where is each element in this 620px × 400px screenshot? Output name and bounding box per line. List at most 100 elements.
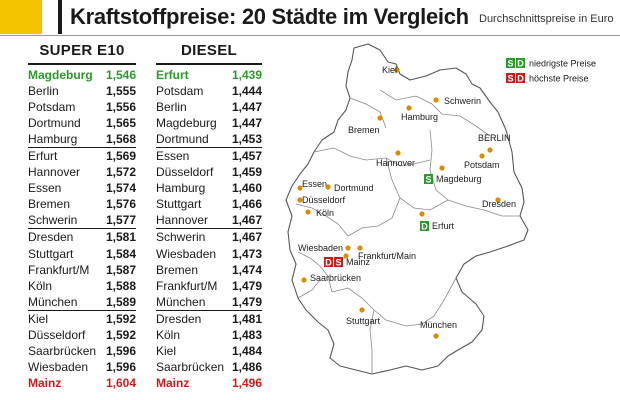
city-marker-berlin	[487, 147, 493, 153]
table-row: Magdeburg 1,447	[156, 115, 262, 131]
map-markers: Kiel Hamburg Schwerin Bremen BERLIN Potsdam Ha…	[297, 65, 516, 339]
table-row: Hannover 1,467	[156, 212, 262, 230]
legend: S D niedrigste Preise S D höchste Preise	[506, 58, 596, 84]
table-row: Köln 1,588	[28, 278, 136, 294]
row-city: Stuttgart	[28, 246, 74, 261]
row-city: Magdeburg	[28, 68, 93, 82]
diesel-table: DIESEL Erfurt 1,439 Potsdam 1,444 Berlin 1,44…	[156, 42, 262, 391]
table-row: Dresden 1,481	[156, 311, 262, 327]
city-marker-magdeburg	[439, 165, 445, 171]
city-marker-saarbruecken	[301, 277, 307, 283]
city-label-frankfurt: Frankfurt/Main	[358, 251, 416, 261]
row-price: 1,444	[231, 84, 262, 99]
row-price: 1,483	[231, 327, 262, 342]
row-city: Dresden	[28, 230, 74, 245]
city-badge-text-erfurt: D	[421, 222, 428, 232]
city-label-dresden: Dresden	[482, 199, 516, 209]
row-price: 1,556	[105, 100, 136, 115]
table-row: Saarbrücken 1,596	[28, 343, 136, 359]
row-city: Essen	[28, 181, 62, 196]
table-row: Stuttgart 1,584	[28, 246, 136, 262]
row-price: 1,447	[231, 100, 262, 115]
row-price: 1,479	[231, 278, 262, 293]
row-city: Kiel	[156, 343, 177, 358]
table-row: Magdeburg 1,546	[28, 67, 136, 83]
row-city: Erfurt	[28, 149, 58, 164]
row-price: 1,460	[231, 181, 262, 196]
row-city: Wiesbaden	[28, 359, 89, 374]
row-city: Bremen	[156, 262, 199, 277]
legend-best-badge-d	[516, 58, 525, 68]
city-marker-kiel	[394, 67, 400, 73]
state-borders	[295, 89, 520, 374]
row-city: Frankfurt/M	[28, 262, 90, 277]
city-badge-erfurt	[420, 221, 429, 231]
row-city: Saarbrücken	[156, 359, 225, 374]
row-price: 1,569	[105, 149, 136, 164]
row-price: 1,496	[231, 375, 262, 390]
header-divider	[0, 35, 620, 36]
row-city: Mainz	[156, 375, 190, 390]
row-price: 1,467	[231, 230, 262, 245]
row-city: Hamburg	[28, 132, 78, 147]
row-city: Stuttgart	[156, 197, 202, 212]
row-city: Düsseldorf	[28, 327, 86, 342]
row-price: 1,481	[231, 311, 262, 326]
super-e10-rows: Magdeburg 1,546 Berlin 1,555 Potsdam 1,556 Dor…	[28, 65, 136, 391]
city-marker-wiesbaden	[345, 245, 351, 251]
row-city: München	[28, 294, 78, 309]
row-price: 1,439	[231, 68, 262, 82]
city-label-wiesbaden: Wiesbaden	[298, 243, 343, 253]
row-city: Schwerin	[156, 230, 206, 245]
city-badge-magdeburg	[424, 174, 433, 184]
row-city: Hannover	[28, 165, 81, 180]
diesel-rows: Erfurt 1,439 Potsdam 1,444 Berlin 1,447 Magdeb…	[156, 65, 262, 391]
city-marker-schwerin	[433, 97, 439, 103]
city-label-muenchen: München	[420, 320, 457, 330]
row-price: 1,568	[105, 132, 136, 147]
table-row: Stuttgart 1,466	[156, 196, 262, 212]
row-price: 1,576	[105, 197, 136, 212]
city-badge-mainz-badge_s	[324, 257, 333, 267]
row-price: 1,486	[231, 359, 262, 374]
city-marker-dortmund	[325, 184, 331, 190]
city-label-magdeburg: Magdeburg	[436, 174, 482, 184]
page-subtitle: Durchschnittspreise in Euro	[479, 13, 614, 25]
row-city: München	[156, 294, 206, 309]
title-rule	[58, 0, 62, 34]
table-row: Dresden 1,581	[28, 229, 136, 245]
row-city: Hannover	[156, 213, 209, 228]
row-city: Köln	[156, 327, 181, 342]
row-city: Köln	[28, 278, 53, 293]
row-price: 1,447	[231, 116, 262, 131]
city-label-mainz: Mainz	[346, 257, 371, 267]
table-row: Wiesbaden 1,473	[156, 246, 262, 262]
city-label-duesseldorf: Düsseldorf	[302, 195, 346, 205]
row-city: Mainz	[28, 375, 62, 390]
page-title: Kraftstoffpreise: 20 Städte im Vergleich	[70, 4, 469, 29]
city-label-essen: Essen	[302, 179, 327, 189]
legend-worst-label: höchste Preise	[529, 74, 589, 84]
diesel-heading: DIESEL	[156, 42, 262, 65]
table-row: Berlin 1,447	[156, 99, 262, 115]
row-city: Magdeburg	[156, 116, 217, 131]
table-row: Frankfurt/M 1,587	[28, 262, 136, 278]
table-row: Dortmund 1,453	[156, 131, 262, 149]
row-price: 1,572	[105, 165, 136, 180]
table-row: München 1,589	[28, 294, 136, 311]
table-row: Potsdam 1,444	[156, 83, 262, 99]
row-price: 1,459	[231, 165, 262, 180]
table-row: Wiesbaden 1,596	[28, 359, 136, 375]
row-city: Essen	[156, 149, 190, 164]
row-city: Frankfurt/M	[156, 278, 218, 293]
row-price: 1,546	[105, 68, 136, 82]
row-price: 1,584	[105, 246, 136, 261]
city-badge-text-mainz-badge_d: S	[335, 258, 341, 268]
city-marker-mainz	[343, 253, 349, 259]
table-row: Bremen 1,576	[28, 196, 136, 212]
row-city: Kiel	[28, 311, 49, 326]
table-row: Potsdam 1,556	[28, 99, 136, 115]
row-price: 1,474	[231, 262, 262, 277]
city-label-dortmund: Dortmund	[334, 183, 374, 193]
city-label-schwerin: Schwerin	[444, 96, 481, 106]
